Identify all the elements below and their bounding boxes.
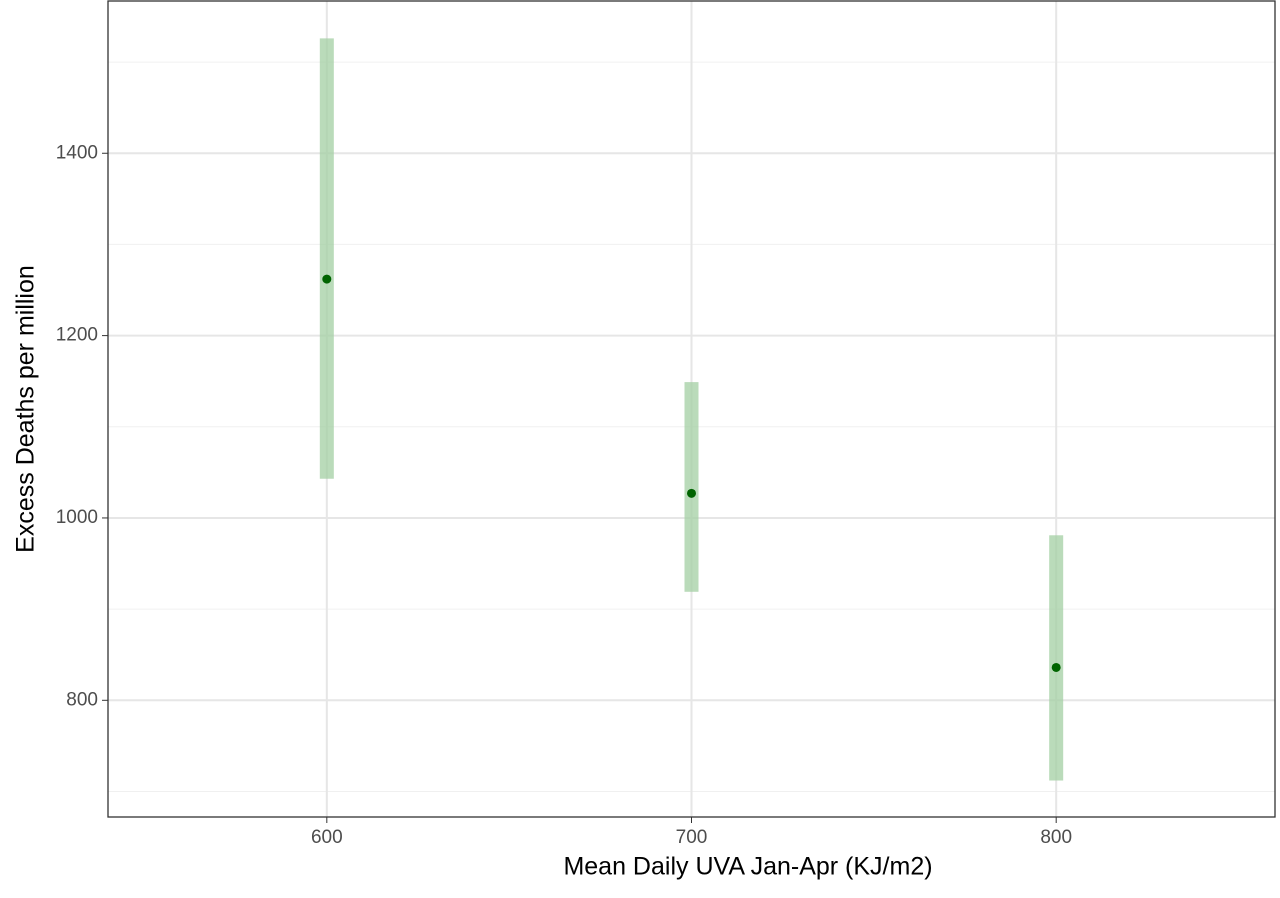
point	[687, 488, 696, 498]
y-tick-label: 1400	[56, 142, 98, 163]
y-tick-label: 800	[66, 689, 98, 710]
x-tick-label: 600	[311, 827, 343, 848]
y-tick-label: 1000	[56, 507, 98, 528]
point	[1051, 662, 1061, 672]
panel-border	[107, 0, 1276, 818]
range-bar	[684, 382, 699, 592]
x-tick-label: 700	[676, 827, 708, 848]
point	[322, 274, 332, 284]
range-bar	[1049, 535, 1064, 781]
y-axis-title: Excess Deaths per million	[12, 265, 40, 553]
y-tick-label: 1200	[56, 325, 98, 346]
range-bar	[319, 38, 334, 479]
x-tick-label: 800	[1040, 827, 1072, 848]
x-axis-title: Mean Daily UVA Jan-Apr (KJ/m2)	[563, 853, 932, 881]
